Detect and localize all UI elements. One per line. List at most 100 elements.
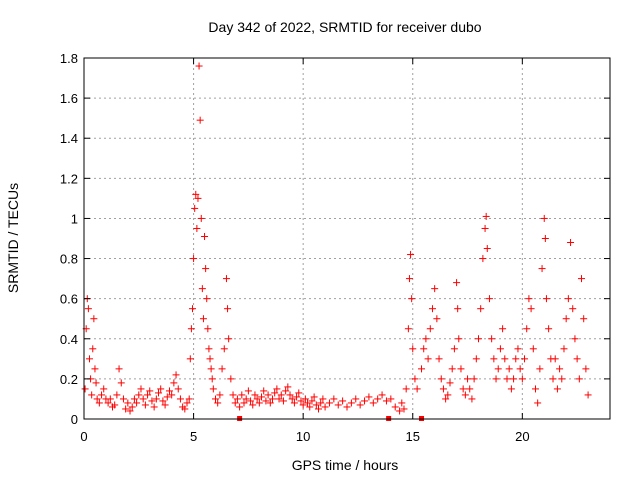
y-tick-label: 0.2 — [60, 372, 78, 387]
x-tick-label: 0 — [80, 429, 87, 444]
data-point — [128, 403, 136, 411]
data-point — [90, 315, 98, 323]
data-point — [505, 365, 513, 373]
data-point — [475, 335, 482, 343]
data-point — [461, 391, 469, 399]
data-point — [249, 401, 257, 409]
x-tick-label: 15 — [406, 429, 420, 444]
data-point — [266, 399, 274, 407]
data-point — [126, 407, 134, 415]
data-point — [558, 375, 566, 383]
data-point — [220, 345, 228, 353]
axis-ticks: 0 0.2 0.4 0.6 0.8 1 1.2 1.4 1.6 1.8 0 5 10 15 20 — [60, 51, 610, 444]
data-point — [433, 315, 441, 323]
data-point — [477, 305, 485, 313]
data-point — [312, 401, 320, 409]
data-point — [85, 355, 93, 363]
data-point — [466, 385, 474, 393]
data-point — [186, 355, 194, 363]
data-point — [488, 335, 496, 343]
data-point — [540, 214, 548, 222]
data-point — [470, 375, 478, 383]
data-point — [494, 365, 502, 373]
data-point — [347, 399, 355, 407]
y-tick-label: 1.6 — [60, 91, 78, 106]
data-point — [437, 375, 445, 383]
data-point — [450, 345, 458, 353]
data-point — [418, 365, 426, 373]
data-point — [195, 62, 203, 70]
data-point — [275, 395, 283, 403]
data-point — [229, 391, 237, 399]
data-point — [468, 395, 476, 403]
data-point — [510, 375, 518, 383]
data-point — [135, 391, 143, 399]
data-point — [306, 403, 314, 411]
data-point — [212, 395, 219, 403]
data-point — [529, 345, 537, 353]
plot-frame — [83, 57, 611, 420]
data-point — [122, 405, 130, 413]
data-point — [369, 399, 377, 407]
data-point — [251, 391, 259, 399]
data-point — [439, 385, 447, 393]
data-point — [244, 387, 252, 395]
data-point — [84, 305, 92, 313]
data-point — [454, 305, 462, 313]
data-point — [168, 391, 176, 399]
data-point — [216, 391, 224, 399]
data-point — [545, 325, 553, 333]
data-point — [206, 355, 214, 363]
data-point — [172, 371, 180, 379]
data-point — [222, 275, 230, 283]
data-point — [240, 399, 248, 407]
data-point — [422, 335, 430, 343]
data-point — [301, 395, 309, 403]
data-point — [455, 335, 463, 343]
data-point — [446, 379, 454, 387]
data-point — [148, 397, 156, 405]
data-point — [209, 385, 217, 393]
data-point — [582, 365, 590, 373]
data-point — [405, 275, 413, 283]
data-point — [325, 399, 333, 407]
grid-lines — [84, 58, 610, 419]
data-point — [218, 365, 226, 373]
y-tick-label: 0 — [71, 412, 78, 427]
data-point — [88, 391, 96, 399]
data-point — [286, 391, 294, 399]
data-point — [196, 116, 204, 124]
data-point — [525, 295, 533, 303]
data-point — [202, 265, 210, 273]
data-point — [255, 399, 263, 407]
data-point — [115, 365, 123, 373]
data-point — [580, 315, 588, 323]
data-point — [382, 397, 390, 405]
data-point — [262, 397, 270, 405]
data-point — [499, 325, 507, 333]
data-point — [170, 379, 178, 387]
data-point — [253, 395, 261, 403]
data-point — [560, 345, 568, 353]
data-point — [284, 383, 292, 391]
data-point — [404, 325, 412, 333]
data-point — [391, 403, 399, 411]
data-point — [279, 397, 287, 405]
data-point — [569, 305, 577, 313]
data-point — [334, 401, 342, 409]
data-point — [197, 214, 205, 222]
data-point — [208, 375, 216, 383]
x-axis-label: GPS time / hours — [292, 457, 399, 473]
data-point — [297, 397, 305, 405]
data-point — [556, 365, 564, 373]
data-point — [448, 365, 456, 373]
data-point — [408, 295, 416, 303]
data-point — [527, 305, 535, 313]
data-point — [268, 395, 276, 403]
data-point — [356, 401, 364, 409]
data-point — [117, 379, 125, 387]
data-point — [205, 345, 213, 353]
data-point — [523, 325, 531, 333]
data-point — [293, 393, 301, 401]
data-point — [483, 245, 491, 253]
